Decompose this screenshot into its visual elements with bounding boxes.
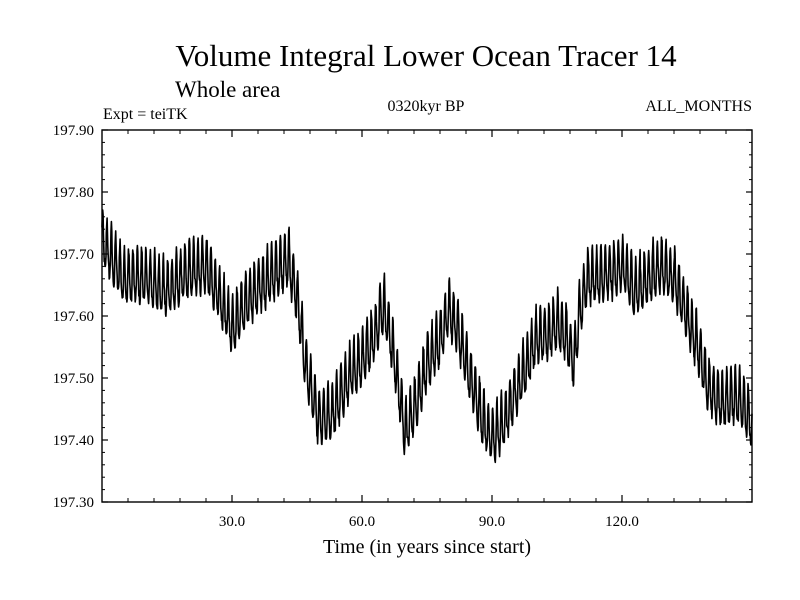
experiment-label: Expt = teiTK	[103, 106, 188, 123]
y-tick-label: 197.50	[53, 371, 94, 387]
series-line	[101, 209, 753, 464]
y-tick-label: 197.90	[53, 123, 94, 139]
months-label: ALL_MONTHS	[645, 98, 752, 115]
chart-subtitle: Whole area	[175, 77, 280, 102]
chart-title: Volume Integral Lower Ocean Tracer 14	[175, 38, 677, 73]
period-label: 0320kyr BP	[388, 98, 465, 115]
y-tick-label: 197.70	[53, 247, 94, 263]
x-tick-label: 60.0	[349, 514, 375, 530]
x-axis-label: Time (in years since start)	[323, 536, 531, 558]
y-tick-label: 197.80	[53, 185, 94, 201]
y-axis: 197.30 197.40 197.50 197.60 197.70 197.80 197.…	[53, 123, 752, 511]
x-axis: 30.0 60.0 90.0 120.0	[127, 130, 727, 530]
y-tick-label: 197.60	[53, 309, 94, 325]
y-tick-label: 197.40	[53, 433, 94, 449]
x-tick-label: 120.0	[605, 514, 639, 530]
y-tick-label: 197.30	[53, 495, 94, 511]
x-tick-label: 90.0	[479, 514, 505, 530]
plot-frame	[101, 129, 753, 503]
x-tick-label: 30.0	[219, 514, 245, 530]
